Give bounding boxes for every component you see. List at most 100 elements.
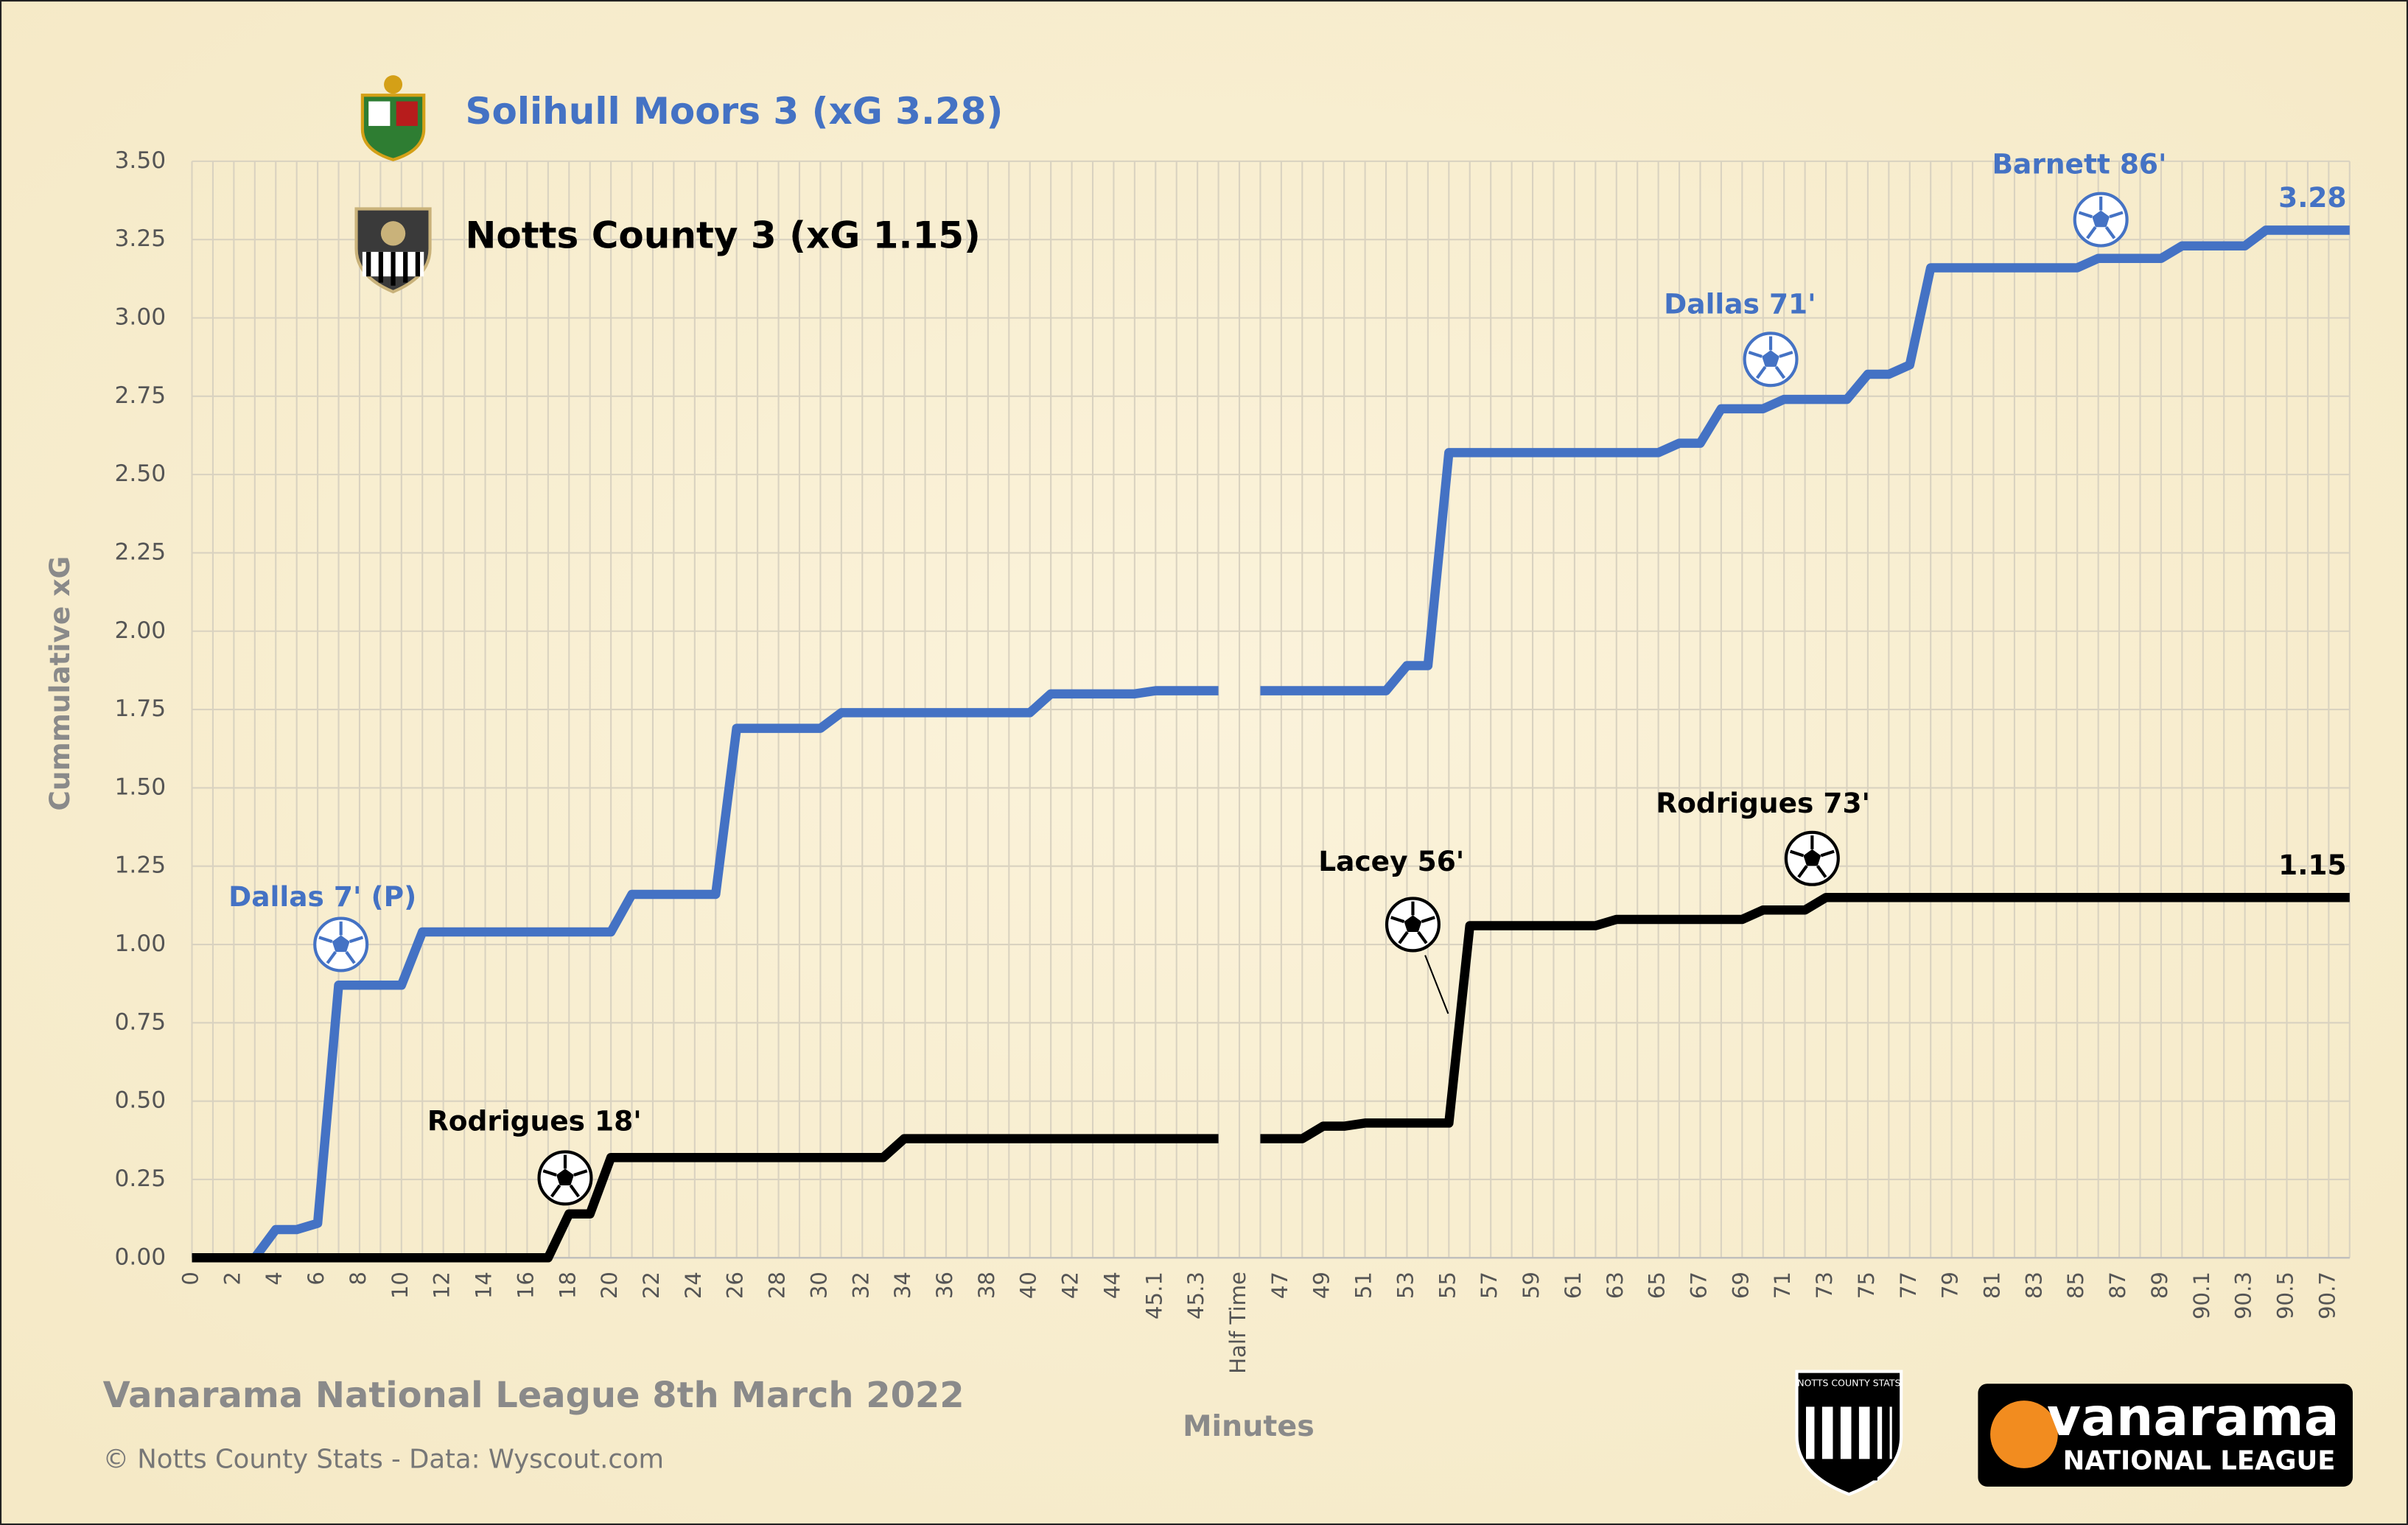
x-tick-label: 57 xyxy=(1477,1272,1502,1299)
x-tick-label: 83 xyxy=(2021,1272,2046,1299)
x-tick-label: 32 xyxy=(848,1272,873,1299)
x-tick-label: 61 xyxy=(1561,1272,1586,1299)
x-tick-label: 30 xyxy=(806,1272,831,1299)
x-tick-label: 63 xyxy=(1603,1272,1628,1299)
x-tick-label: 81 xyxy=(1979,1272,2004,1299)
ball-icon xyxy=(1748,351,1763,358)
ball-icon xyxy=(1390,916,1405,924)
x-tick-label: 90.1 xyxy=(2189,1272,2214,1319)
x-tick-label: 22 xyxy=(639,1272,664,1299)
notts-badge xyxy=(354,207,432,294)
y-tick-label: 2.75 xyxy=(115,382,167,409)
annotation: Rodrigues 73' xyxy=(1656,787,1870,819)
x-tick-label: 16 xyxy=(513,1272,538,1299)
x-tick-label: 8 xyxy=(346,1272,371,1286)
x-tick-label: 34 xyxy=(890,1272,915,1299)
subtitle: Vanarama National League 8th March 2022 xyxy=(103,1375,965,1416)
x-tick-label: 12 xyxy=(430,1272,455,1299)
x-tick-label: 67 xyxy=(1686,1272,1711,1299)
x-tick-label: 71 xyxy=(1770,1272,1795,1299)
x-tick-label: 90.7 xyxy=(2314,1272,2339,1319)
x-tick-label: 18 xyxy=(555,1272,580,1299)
ball-icon xyxy=(1421,916,1435,924)
ball-icon xyxy=(550,1184,561,1198)
series-line xyxy=(192,225,2350,1263)
x-tick-label: 10 xyxy=(388,1272,413,1299)
x-tick-label: 73 xyxy=(1812,1272,1837,1299)
x-tick-label: 51 xyxy=(1351,1272,1376,1299)
logo-text: NOTTS COUNTY STATS xyxy=(1797,1378,1900,1389)
x-tick-label: 26 xyxy=(723,1272,748,1299)
lines xyxy=(192,225,2350,1263)
x-tick-label: 47 xyxy=(1267,1272,1292,1299)
series-line xyxy=(192,892,2350,1263)
annotation: Dallas 7' (P) xyxy=(228,880,416,913)
annotation: Rodrigues 18' xyxy=(427,1104,642,1137)
ball-icon xyxy=(1779,351,1793,358)
ball-icon xyxy=(1774,365,1786,379)
y-tick-label: 1.75 xyxy=(115,695,167,722)
x-tick-label: 2 xyxy=(220,1272,245,1286)
ball-icon xyxy=(1803,849,1821,866)
annotation: Lacey 56' xyxy=(1318,845,1464,877)
leader-line xyxy=(1424,955,1449,1014)
ball-icon xyxy=(1797,865,1808,878)
x-tick-label: 36 xyxy=(932,1272,957,1299)
source: © Notts County Stats - Data: Wyscout.com xyxy=(103,1444,664,1474)
annotation: Barnett 86' xyxy=(1992,148,2166,180)
ball-icon xyxy=(1816,865,1827,878)
y-tick-label: 2.00 xyxy=(115,617,167,644)
x-tick-label: 28 xyxy=(765,1272,790,1299)
ball-icon xyxy=(326,950,337,964)
ball-icon xyxy=(318,936,333,944)
x-tick-label: 14 xyxy=(472,1272,497,1299)
x-tick-label: 75 xyxy=(1854,1272,1879,1299)
ball-icon xyxy=(1789,849,1805,858)
x-tick-label: 65 xyxy=(1645,1272,1670,1299)
x-tick-label: 6 xyxy=(304,1272,329,1286)
x-tick-label: 90.3 xyxy=(2231,1272,2256,1319)
ball-icon xyxy=(345,950,356,964)
y-axis-label: Cummulative xG xyxy=(43,556,76,811)
ball-icon xyxy=(2086,225,2097,239)
ball-icon xyxy=(2104,225,2116,239)
x-tick-label: 38 xyxy=(974,1272,999,1299)
ball-icon xyxy=(2078,211,2093,219)
end-value-label: 1.15 xyxy=(2278,849,2347,881)
y-tick-label: 1.25 xyxy=(115,852,167,879)
x-tick-label: 24 xyxy=(681,1272,706,1299)
y-tick-label: 2.25 xyxy=(115,539,167,565)
x-tick-label: 55 xyxy=(1435,1272,1460,1299)
logo-text: NATIONAL LEAGUE xyxy=(2063,1446,2336,1476)
y-tick-label: 0.25 xyxy=(115,1165,167,1192)
x-tick-label: 59 xyxy=(1519,1272,1544,1299)
x-tick-label: 89 xyxy=(2147,1272,2172,1299)
x-tick-label: Half Time xyxy=(1225,1272,1250,1374)
solihull-badge xyxy=(360,75,426,161)
y-tick-label: 3.25 xyxy=(115,225,167,252)
y-tick-label: 2.50 xyxy=(115,460,167,487)
x-tick-label: 40 xyxy=(1016,1272,1041,1299)
x-tick-label: 90.5 xyxy=(2273,1272,2298,1319)
ball-icon xyxy=(332,935,350,953)
ball-icon xyxy=(1756,365,1767,379)
y-tick-label: 1.50 xyxy=(115,774,167,800)
x-tick-label: 53 xyxy=(1393,1272,1418,1299)
ball-icon xyxy=(1398,930,1409,944)
x-tick-label: 77 xyxy=(1896,1272,1921,1299)
ball-icon xyxy=(1404,915,1422,933)
ball-icon xyxy=(1762,350,1779,367)
y-tick-label: 3.50 xyxy=(115,147,167,174)
y-tick-label: 0.00 xyxy=(115,1244,167,1270)
x-tick-label: 45.1 xyxy=(1141,1272,1166,1319)
y-tick-label: 0.50 xyxy=(115,1087,167,1114)
x-tick-label: 0 xyxy=(178,1272,203,1286)
labels: 0 2 4 6 8 10 12 14 16 18 20 22 24 26 28 30 32 34 36 38 40 42 4… xyxy=(115,147,2347,1374)
ball-icon xyxy=(569,1184,581,1198)
x-tick-label: 49 xyxy=(1309,1272,1334,1299)
x-tick-label: 42 xyxy=(1058,1272,1083,1299)
ball-icon xyxy=(1820,849,1835,858)
legend-label: Solihull Moors 3 (xG 3.28) xyxy=(466,90,1004,133)
